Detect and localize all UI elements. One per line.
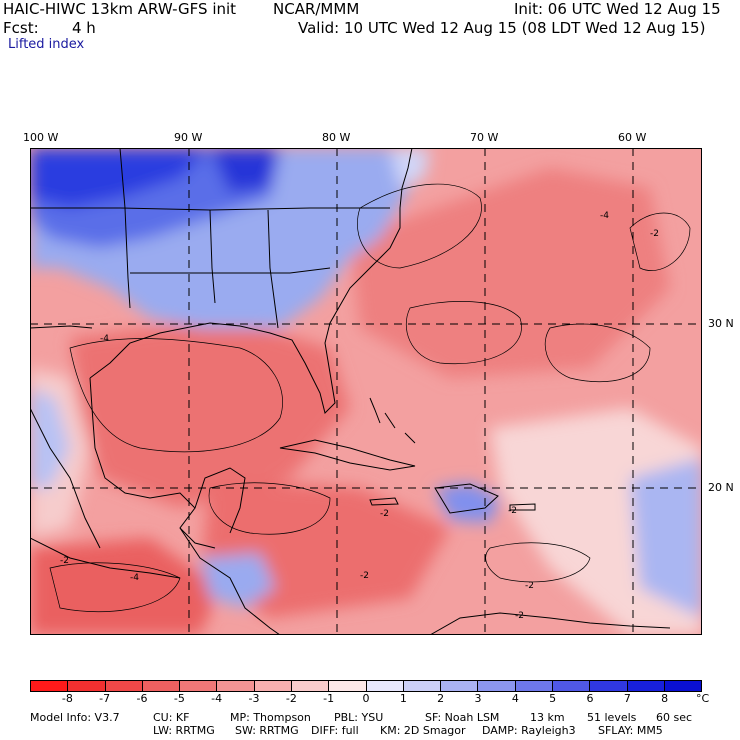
contour-label: -2 xyxy=(650,229,659,239)
colorbar-tick: -4 xyxy=(211,692,223,705)
contour-label: -2 xyxy=(360,571,369,581)
cold-region xyxy=(200,553,275,608)
colorbar-swatch xyxy=(105,681,143,691)
init-time: Init: 06 UTC Wed 12 Aug 15 xyxy=(514,0,721,18)
org-label: NCAR/MMM xyxy=(273,0,360,18)
lifted-index-map: -4 -4 -2 -2 -2 -2 -2 -4 -2 -2 xyxy=(30,148,702,635)
lon-label: 90 W xyxy=(174,131,203,144)
colorbar-swatch xyxy=(664,681,702,691)
colorbar-tick: -2 xyxy=(285,692,297,705)
colorbar-swatch xyxy=(180,681,218,691)
fcst-label: Fcst: xyxy=(3,19,39,37)
cold-region xyxy=(390,148,430,188)
colorbar-swatch xyxy=(590,681,628,691)
colorbar-tick: -3 xyxy=(248,692,260,705)
colorbar-tick: 2 xyxy=(437,692,445,705)
lon-label: 60 W xyxy=(618,131,647,144)
colorbar-swatch xyxy=(217,681,255,691)
lat-label: 30 N xyxy=(708,317,734,330)
colorbar-swatch xyxy=(291,681,330,691)
sf-scheme: SF: Noah LSM xyxy=(425,711,500,724)
lon-label: 100 W xyxy=(23,131,59,144)
colorbar-swatch xyxy=(478,681,516,691)
colorbar-unit: °C xyxy=(696,692,710,705)
diff-scheme: DIFF: full xyxy=(311,724,359,737)
colorbar-swatch xyxy=(366,681,404,691)
map-border xyxy=(30,148,702,635)
damp-scheme: DAMP: Rayleigh3 xyxy=(482,724,576,737)
colorbar-tick: 3 xyxy=(474,692,482,705)
colorbar-tick: 7 xyxy=(623,692,631,705)
contour-label: -4 xyxy=(600,211,609,221)
contours xyxy=(49,183,691,613)
colorbar-swatch xyxy=(515,681,553,691)
km-scheme: KM: 2D Smagor xyxy=(380,724,466,737)
sw-scheme: SW: RRTMG xyxy=(235,724,299,737)
colorbar xyxy=(30,680,702,692)
fcst-value: 4 h xyxy=(72,19,96,37)
colorbar-tick: -1 xyxy=(323,692,335,705)
colorbar-tick: 8 xyxy=(661,692,669,705)
colorbar-swatch xyxy=(441,681,479,691)
cu-scheme: CU: KF xyxy=(153,711,190,724)
resolution: 13 km xyxy=(530,711,565,724)
sflay-scheme: SFLAY: MM5 xyxy=(598,724,663,737)
contour-label: -2 xyxy=(60,556,69,566)
contour-label: -2 xyxy=(508,506,517,516)
colorbar-tick: 4 xyxy=(511,692,519,705)
contour-label: -4 xyxy=(100,334,109,344)
colorbar-tick: -8 xyxy=(61,692,73,705)
lat-label: 20 N xyxy=(708,481,734,494)
mp-scheme: MP: Thompson xyxy=(230,711,311,724)
cold-region xyxy=(630,458,702,618)
colorbar-tick: 0 xyxy=(362,692,370,705)
colorbar-swatch xyxy=(329,681,367,691)
coastlines xyxy=(30,148,671,635)
colorbar-tick: 6 xyxy=(586,692,594,705)
colorbar-tick: 5 xyxy=(549,692,557,705)
colorbar-swatch xyxy=(403,681,442,691)
colorbar-tick: -7 xyxy=(99,692,111,705)
lon-label: 80 W xyxy=(322,131,351,144)
contour-label: -2 xyxy=(525,581,534,591)
lw-scheme: LW: RRTMG xyxy=(153,724,215,737)
model-title: HAIC-HIWC 13km ARW-GFS init xyxy=(3,0,237,18)
lon-label: 70 W xyxy=(470,131,499,144)
warm-region xyxy=(70,318,350,508)
pbl-scheme: PBL: YSU xyxy=(334,711,384,724)
vertical-levels: 51 levels xyxy=(587,711,637,724)
cold-region xyxy=(30,148,210,208)
colorbar-swatch xyxy=(142,681,181,691)
contour-label: -2 xyxy=(515,611,524,621)
colorbar-swatch xyxy=(254,681,292,691)
colorbar-tick: -6 xyxy=(136,692,148,705)
colorbar-swatch xyxy=(627,681,665,691)
colorbar-tick: 1 xyxy=(399,692,407,705)
warm-region xyxy=(350,168,670,378)
contour-label-group: -4 -4 -2 -2 -2 -2 -2 -4 -2 -2 xyxy=(60,211,659,621)
colorbar-swatch xyxy=(552,681,591,691)
contour-label: -2 xyxy=(380,509,389,519)
model-info: Model Info: V3.7 xyxy=(30,711,120,724)
field-name: Lifted index xyxy=(8,37,85,52)
colorbar-swatch xyxy=(31,681,69,691)
valid-time: Valid: 10 UTC Wed 12 Aug 15 (08 LDT Wed … xyxy=(298,19,706,37)
colorbar-swatch xyxy=(68,681,106,691)
time-step: 60 sec xyxy=(656,711,693,724)
colorbar-tick: -5 xyxy=(173,692,185,705)
cold-region xyxy=(210,148,280,193)
contour-label: -4 xyxy=(130,573,139,583)
